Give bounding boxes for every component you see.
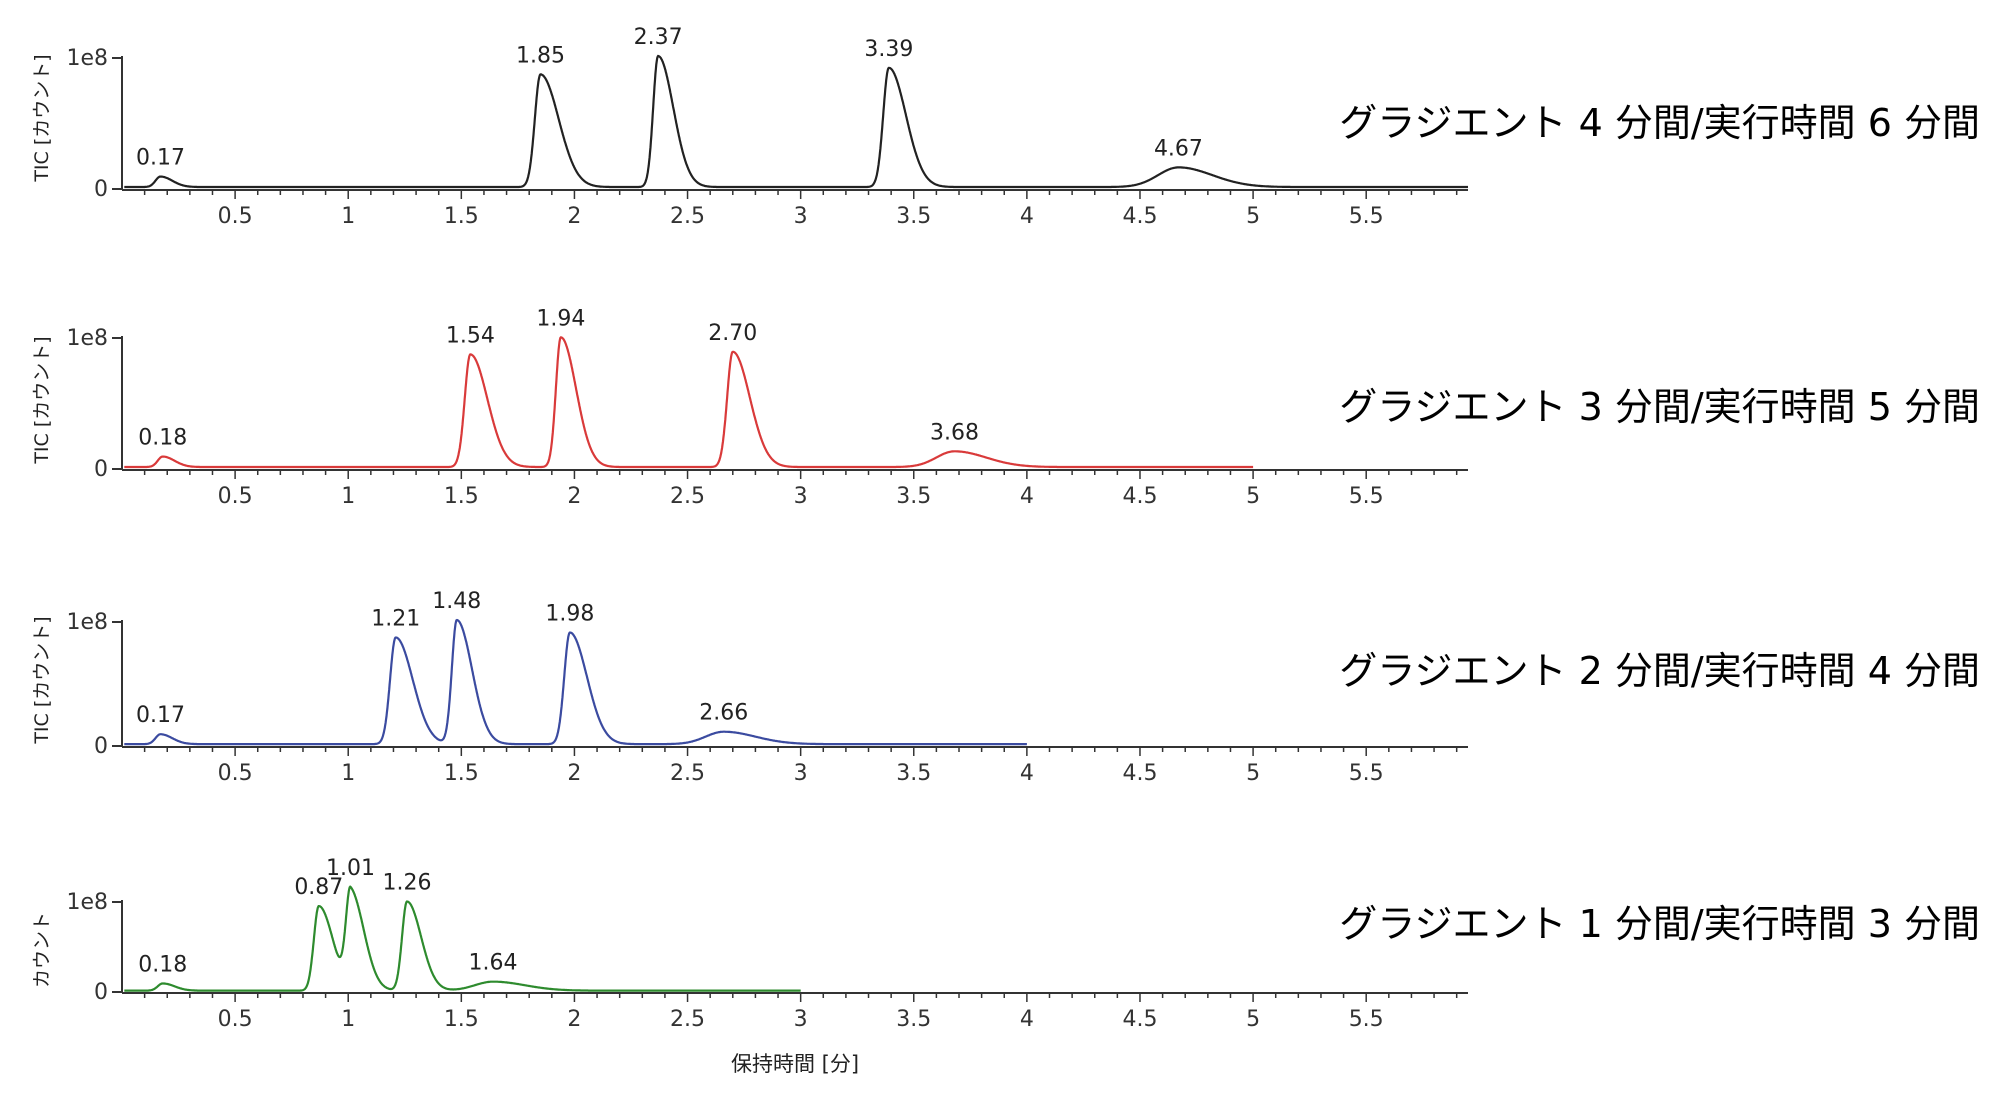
x-tick-label: 0.5 [218, 484, 253, 509]
x-tick-label: 3 [794, 761, 808, 786]
x-tick-label: 0.5 [218, 1007, 253, 1032]
x-tick-label: 1 [341, 761, 355, 786]
x-tick-label: 3.5 [896, 1007, 931, 1032]
x-tick-label: 1.5 [444, 761, 479, 786]
y-axis-label: TIC [カウント] [31, 336, 53, 464]
peak-label: 1.94 [536, 306, 585, 331]
run-label: グラジエント 4 分間/実行時間 6 分間 [1339, 101, 1980, 145]
x-tick-label: 5 [1246, 484, 1260, 509]
y-axis-label: TIC [カウント] [31, 616, 53, 744]
y-tick-label: 1e8 [66, 890, 108, 915]
x-tick-label: 1.5 [444, 1007, 479, 1032]
x-tick-label: 3 [794, 1007, 808, 1032]
x-tick-label: 5 [1246, 204, 1260, 229]
x-tick-label: 1 [341, 204, 355, 229]
x-tick-label: 4.5 [1122, 1007, 1157, 1032]
y-tick-label: 0 [94, 457, 108, 482]
x-tick-label: 2 [567, 484, 581, 509]
peak-label: 1.64 [469, 951, 518, 976]
x-tick-label: 2.5 [670, 761, 705, 786]
x-tick-label: 1.5 [444, 204, 479, 229]
x-tick-label: 4 [1020, 484, 1034, 509]
peak-label: 4.67 [1154, 136, 1203, 161]
peak-label: 1.85 [516, 43, 565, 68]
x-tick-label: 0.5 [218, 204, 253, 229]
x-tick-label: 3.5 [896, 484, 931, 509]
chromatogram-trace [124, 885, 801, 992]
peak-label: 2.70 [708, 321, 757, 346]
peak-label: 1.21 [371, 607, 420, 632]
x-tick-label: 0.5 [218, 761, 253, 786]
x-tick-label: 2 [567, 1007, 581, 1032]
x-tick-label: 2.5 [670, 1007, 705, 1032]
x-tick-label: 1 [341, 484, 355, 509]
x-tick-label: 1.5 [444, 484, 479, 509]
x-tick-label: 3 [794, 204, 808, 229]
peak-label: 0.18 [138, 426, 187, 451]
y-axis-label: TIC [カウント] [31, 54, 53, 182]
peak-label: 1.98 [545, 602, 594, 627]
x-tick-label: 5.5 [1349, 1007, 1384, 1032]
x-tick-label: 2 [567, 204, 581, 229]
x-axis-label: 保持時間 [分] [731, 1052, 859, 1076]
x-tick-label: 5.5 [1349, 484, 1384, 509]
peak-label: 2.37 [634, 25, 683, 50]
peak-label: 3.68 [930, 420, 979, 445]
x-tick-label: 4 [1020, 1007, 1034, 1032]
chromatogram-trace [124, 336, 1254, 469]
peak-label: 0.18 [138, 952, 187, 977]
x-tick-label: 5.5 [1349, 204, 1384, 229]
x-tick-label: 5 [1246, 761, 1260, 786]
peak-label: 2.66 [699, 701, 748, 726]
y-tick-label: 1e8 [66, 46, 108, 71]
x-tick-label: 4.5 [1122, 484, 1157, 509]
x-tick-label: 4.5 [1122, 204, 1157, 229]
peak-label: 3.39 [864, 37, 913, 62]
x-tick-label: 5.5 [1349, 761, 1384, 786]
chromatogram-trace [124, 618, 1027, 746]
peak-label: 0.17 [136, 703, 185, 728]
x-tick-label: 4 [1020, 761, 1034, 786]
run-label: グラジエント 2 分間/実行時間 4 分間 [1339, 649, 1980, 693]
peak-label: 0.17 [136, 146, 185, 171]
peak-label: 1.26 [383, 871, 432, 896]
run-label: グラジエント 1 分間/実行時間 3 分間 [1339, 902, 1980, 946]
x-tick-label: 3.5 [896, 204, 931, 229]
chromatogram-panels: 0 1e8 0.5 1 1.5 2 2.5 3 3.5 4 4.5 5 5.5 TIC [カウント] 0.1… [31, 25, 1980, 1032]
peak-label: 0.87 [294, 875, 343, 900]
peak-label: 1.48 [432, 589, 481, 614]
y-tick-label: 1e8 [66, 326, 108, 351]
x-tick-label: 4.5 [1122, 761, 1157, 786]
chromatogram-trace [124, 54, 1468, 189]
peak-label: 1.54 [446, 323, 495, 348]
x-tick-label: 2.5 [670, 204, 705, 229]
run-label: グラジエント 3 分間/実行時間 5 分間 [1339, 385, 1980, 429]
y-axis-label: カウント [31, 912, 53, 988]
y-tick-label: 0 [94, 734, 108, 759]
x-tick-label: 3 [794, 484, 808, 509]
x-tick-label: 5 [1246, 1007, 1260, 1032]
x-tick-label: 2.5 [670, 484, 705, 509]
y-tick-label: 0 [94, 980, 108, 1005]
x-tick-label: 2 [567, 761, 581, 786]
y-tick-label: 1e8 [66, 610, 108, 635]
x-tick-label: 3.5 [896, 761, 931, 786]
x-tick-label: 4 [1020, 204, 1034, 229]
x-tick-label: 1 [341, 1007, 355, 1032]
peak-label: 1.01 [326, 856, 375, 881]
y-tick-label: 0 [94, 177, 108, 202]
